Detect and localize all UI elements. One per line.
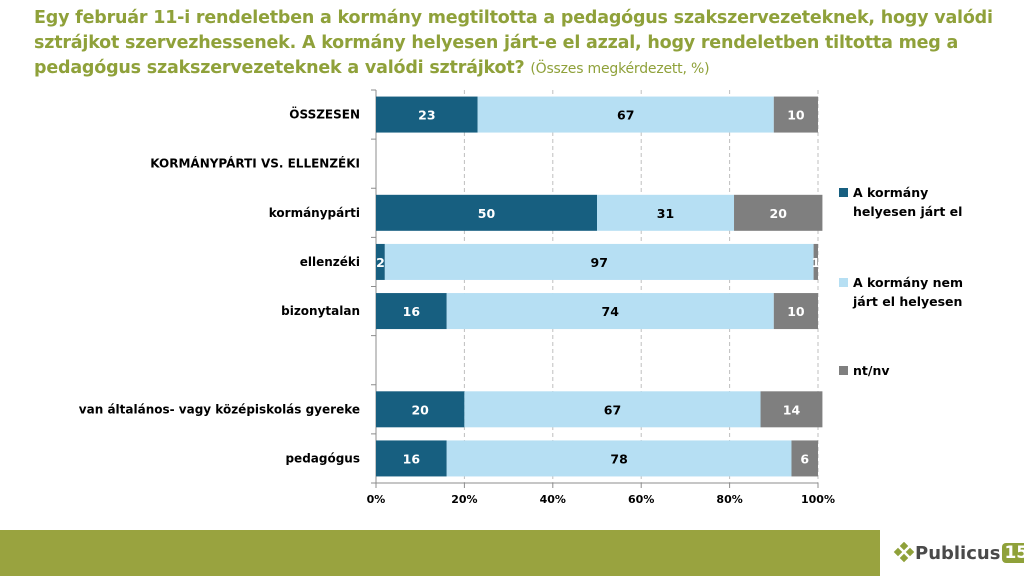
category-label: ellenzéki: [300, 255, 360, 269]
bar-segment: [773, 293, 818, 330]
data-label: 74: [602, 304, 620, 319]
data-label: 78: [610, 451, 627, 466]
logo-number: 15: [1002, 543, 1024, 563]
bar-segment: [376, 391, 465, 428]
data-label: 31: [657, 206, 674, 221]
publicus-logo: Publicus 15: [893, 538, 1024, 568]
data-label: 6: [800, 451, 809, 466]
bar-segment: [597, 194, 735, 231]
bar-segment: [376, 96, 478, 133]
legend-label: nt/nv: [853, 363, 890, 378]
title-subtitle: (Összes megkérdezett, %): [530, 61, 710, 77]
legend-swatch: [839, 188, 848, 197]
bar-segment: [464, 391, 761, 428]
data-label: 67: [617, 108, 634, 123]
data-label: 2: [376, 255, 385, 270]
category-label: van általános- vagy középiskolás gyereke: [79, 402, 360, 416]
data-label: 20: [411, 402, 429, 417]
data-label: 16: [403, 451, 421, 466]
title-main: Egy február 11-i rendeletben a kormány m…: [34, 8, 993, 78]
bar-segment: [760, 391, 823, 428]
legend-label-line: nt/nv: [853, 363, 890, 378]
legend-swatch: [839, 278, 848, 287]
bar-segment: [384, 243, 814, 280]
data-label: 14: [783, 402, 801, 417]
data-label: 16: [403, 304, 421, 319]
x-tick-label: 80%: [716, 493, 742, 506]
x-tick-label: 0%: [367, 493, 386, 506]
logo-diamond-icon: [893, 542, 915, 563]
data-label: 10: [787, 304, 805, 319]
bar-segment: [477, 96, 774, 133]
x-tick-label: 100%: [801, 493, 835, 506]
data-label: 1: [811, 255, 820, 270]
data-label: 20: [770, 206, 788, 221]
legend-label-line: A kormány: [853, 185, 928, 200]
bar-segment: [376, 440, 447, 477]
bar-segment: [376, 194, 597, 231]
legend-label: A kormány helyesen járt el: [853, 185, 962, 219]
data-label: 50: [478, 206, 496, 221]
data-label: 97: [591, 255, 608, 270]
data-label: 10: [787, 108, 805, 123]
category-label: kormánypárti: [269, 206, 360, 220]
legend-label-line: járt el helyesen: [852, 294, 962, 309]
category-label: KORMÁNYPÁRTI VS. ELLENZÉKI: [150, 156, 360, 171]
legend-swatch: [839, 366, 848, 375]
x-tick-label: 20%: [451, 493, 477, 506]
category-label: pedagógus: [285, 451, 360, 465]
bar-segment: [376, 243, 385, 280]
bar-segment: [446, 440, 792, 477]
legend-label: A kormány nem járt el helyesen: [852, 275, 963, 309]
data-label: 23: [418, 108, 435, 123]
x-tick-label: 60%: [628, 493, 654, 506]
data-label: 67: [604, 402, 621, 417]
category-label: bizonytalan: [281, 304, 360, 318]
logo-text: Publicus: [915, 542, 1001, 564]
legend-label-line: A kormány nem: [853, 275, 963, 290]
bar-segment: [734, 194, 823, 231]
bar-segment: [791, 440, 818, 477]
category-label: ÖSSZESEN: [289, 107, 360, 122]
footer-bar: [0, 530, 880, 576]
chart-title: Egy február 11-i rendeletben a kormány m…: [34, 6, 994, 82]
legend-label-line: helyesen járt el: [853, 204, 962, 219]
bar-segment: [446, 293, 774, 330]
x-tick-label: 40%: [540, 493, 566, 506]
bar-segment: [773, 96, 818, 133]
stacked-bar-chart: 0% 20% 40% 60% 80% 100% ÖSSZESEN 23 67 10 KORMÁNYP…: [79, 89, 963, 506]
bar-segment: [813, 243, 818, 280]
bar-segment: [376, 293, 447, 330]
